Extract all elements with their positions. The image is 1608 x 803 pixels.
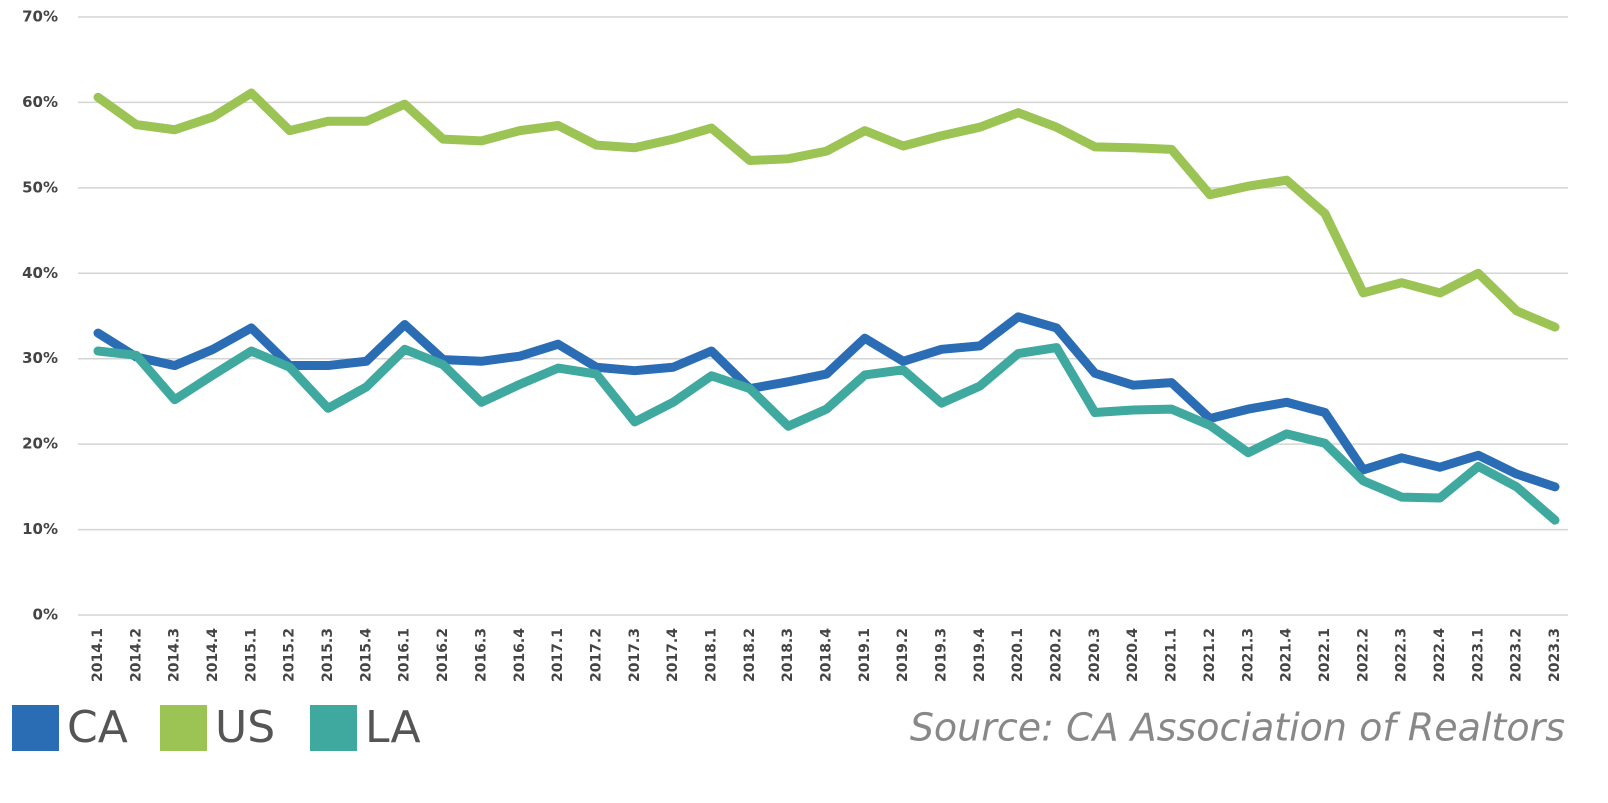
x-tick-label: 2020.3 xyxy=(1087,628,1103,682)
x-tick-label: 2017.3 xyxy=(627,628,643,682)
x-tick-label: 2018.2 xyxy=(742,628,758,682)
x-tick-label: 2021.4 xyxy=(1279,628,1295,682)
x-tick-label: 2014.4 xyxy=(205,628,221,682)
y-tick-label: 40% xyxy=(22,264,58,282)
y-tick-label: 20% xyxy=(22,435,58,453)
x-tick-label: 2020.1 xyxy=(1010,628,1026,682)
x-tick-label: 2017.1 xyxy=(550,628,566,682)
x-tick-label: 2021.2 xyxy=(1202,628,1218,682)
x-tick-label: 2020.4 xyxy=(1125,628,1141,682)
legend-swatch xyxy=(160,705,207,751)
x-tick-label: 2018.4 xyxy=(819,628,835,682)
x-tick-label: 2022.4 xyxy=(1432,628,1448,682)
x-tick-label: 2018.3 xyxy=(780,628,796,682)
legend-label: US xyxy=(215,702,275,753)
x-tick-label: 2016.1 xyxy=(397,628,413,682)
x-tick-label: 2015.3 xyxy=(320,628,336,682)
y-tick-label: 50% xyxy=(22,178,58,196)
x-tick-label: 2022.2 xyxy=(1355,628,1371,682)
line-series xyxy=(93,88,1560,332)
x-tick-label: 2021.3 xyxy=(1240,628,1256,682)
x-tick-label: 2023.1 xyxy=(1470,628,1486,682)
x-tick-label: 2014.3 xyxy=(167,628,183,682)
x-tick-label: 2020.2 xyxy=(1049,628,1065,682)
x-tick-label: 2021.1 xyxy=(1164,628,1180,682)
x-tick-label: 2022.1 xyxy=(1317,628,1333,682)
y-tick-label: 10% xyxy=(22,520,58,538)
x-tick-label: 2022.3 xyxy=(1394,628,1410,682)
x-tick-label: 2014.2 xyxy=(128,628,144,682)
x-tick-label: 2018.1 xyxy=(703,628,719,682)
x-tick-label: 2017.2 xyxy=(588,628,604,682)
x-tick-label: 2019.2 xyxy=(895,628,911,682)
x-tick-label: 2019.4 xyxy=(972,628,988,682)
y-tick-label: 30% xyxy=(22,349,58,367)
x-tick-label: 2016.3 xyxy=(473,628,489,682)
x-tick-label: 2017.4 xyxy=(665,628,681,682)
y-tick-label: 70% xyxy=(22,8,58,26)
y-tick-label: 0% xyxy=(33,606,58,624)
legend-label: CA xyxy=(67,702,128,753)
line-series xyxy=(93,343,1560,525)
x-tick-label: 2019.3 xyxy=(934,628,950,682)
source-note: Source: CA Association of Realtors xyxy=(910,706,1565,750)
x-tick-label: 2015.4 xyxy=(358,628,374,682)
x-tick-label: 2014.1 xyxy=(90,628,106,682)
x-tick-label: 2016.2 xyxy=(435,628,451,682)
legend-swatch xyxy=(310,705,357,751)
x-tick-label: 2023.3 xyxy=(1547,628,1563,682)
x-tick-label: 2019.1 xyxy=(857,628,873,682)
legend-label: LA xyxy=(365,702,421,753)
y-tick-label: 60% xyxy=(22,93,58,111)
x-tick-label: 2015.2 xyxy=(282,628,298,682)
x-tick-label: 2023.2 xyxy=(1509,628,1525,682)
line-series xyxy=(93,312,1560,492)
legend-swatch xyxy=(12,705,59,751)
x-tick-label: 2016.4 xyxy=(512,628,528,682)
x-tick-label: 2015.1 xyxy=(243,628,259,682)
